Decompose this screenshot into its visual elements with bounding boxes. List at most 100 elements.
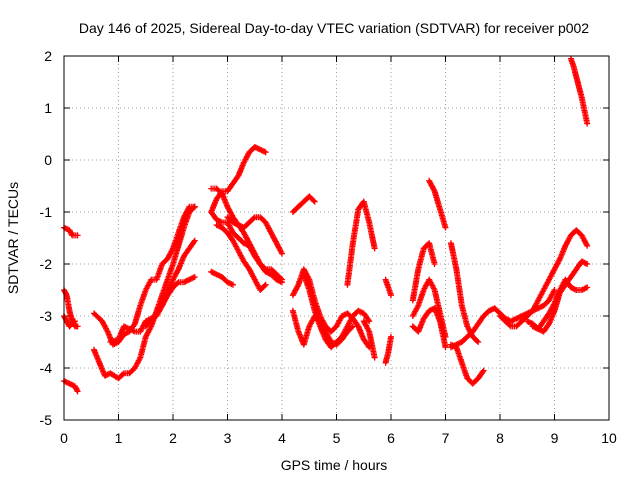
data-point [228,281,235,288]
data-point [191,274,198,280]
data-point [474,338,481,344]
data-point [185,277,191,284]
data-point [74,388,81,395]
data-point [69,381,76,388]
data-marks [61,55,591,395]
x-tick-label: 10 [601,430,617,446]
data-point [250,215,257,222]
data-point [388,333,394,340]
data-point [189,275,196,282]
data-series-sat-r [289,307,356,348]
data-point [74,323,81,330]
y-tick-label: -2 [40,256,53,272]
x-tick-label: 9 [551,430,559,446]
data-series-sat-v [382,333,394,366]
data-point [265,270,272,277]
data-point [182,278,189,285]
data-point [366,318,373,325]
data-point [584,261,591,267]
x-tick-label: 7 [442,430,450,446]
data-point [388,292,394,299]
data-point [506,322,513,329]
y-tick-label: -1 [40,204,53,220]
data-point [431,261,438,267]
data-point [73,387,80,394]
data-point [70,319,77,326]
data-point [348,324,355,331]
data-point [258,147,265,154]
data-point [311,198,318,205]
data-series-sat-h [142,237,198,330]
data-point [584,284,591,291]
data-point [480,367,487,374]
data-point [570,285,577,292]
y-tick-label: -4 [40,360,53,376]
data-series-sat-k [208,209,285,286]
data-point [123,324,130,331]
data-point [551,287,558,293]
data-point [279,250,285,257]
data-point [442,344,449,351]
data-point [365,316,372,323]
y-tick-label: 2 [44,48,52,64]
data-series-sat-l [213,222,269,293]
data-point [174,280,181,287]
data-point [371,354,378,361]
data-point [509,317,516,324]
data-point [273,276,280,283]
data-series-sat-aa [447,240,482,345]
chart-title: Day 146 of 2025, Sidereal Day-to-day VTE… [79,20,589,36]
data-point [310,197,317,204]
data-point [262,281,269,288]
data-series-sat-m [224,214,285,257]
data-series-sat-s [344,198,378,288]
data-point [371,245,378,252]
data-series-sat-u [382,276,394,299]
y-tick-label: 1 [44,100,52,116]
data-point [262,149,269,156]
data-point [584,242,591,249]
data-series-sat-z [426,177,449,231]
data-series-sat-b [61,287,81,330]
y-tick-label: -3 [40,308,53,324]
data-point [276,277,283,284]
data-point [349,323,356,330]
data-point [71,318,78,325]
x-axis-label: GPS time / hours [281,457,388,473]
data-series-sat-o [289,193,318,215]
data-series-sat-ad [497,227,591,330]
y-axis-label: SDTVAR / TECUs [5,182,21,294]
y-tick-labels: -5 -4 -3 -2 -1 0 1 2 [40,48,53,428]
axis-ticks [63,55,610,421]
data-point [66,380,73,387]
x-tick-labels: 0 1 2 3 4 5 6 7 8 9 10 [60,430,617,446]
grid-lines [64,56,609,420]
data-point [74,232,81,239]
x-tick-label: 1 [115,430,123,446]
data-series-sat-af [529,276,591,332]
x-tick-label: 8 [496,430,504,446]
data-series-sat-c [61,313,78,330]
data-series-sat-n [208,268,236,288]
y-tick-label: -5 [40,412,53,428]
data-point [191,237,198,244]
data-point [479,368,486,375]
data-point [442,224,449,231]
data-point [210,270,217,277]
x-tick-label: 6 [387,430,395,446]
data-point [191,203,198,210]
x-tick-label: 0 [60,430,68,446]
data-series-sat-g [107,274,198,345]
data-point [261,282,268,289]
data-point [279,279,285,286]
data-point [487,307,494,314]
x-tick-label: 4 [278,430,286,446]
data-point [229,281,236,288]
data-series-sat-w [409,240,438,304]
x-tick-label: 3 [224,430,232,446]
data-point [190,238,197,245]
data-point [581,259,588,266]
data-point [524,318,531,325]
x-tick-label: 5 [333,430,341,446]
